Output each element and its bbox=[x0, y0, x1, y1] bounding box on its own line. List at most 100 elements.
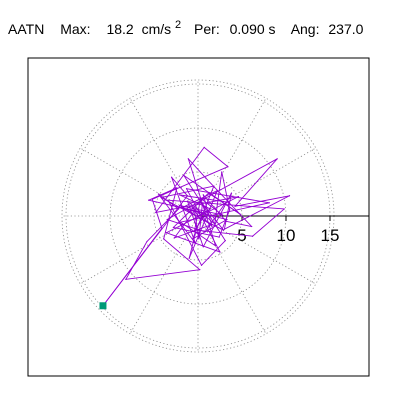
trace-segment-0-63 bbox=[155, 146, 205, 213]
trace-point-0-66 bbox=[165, 232, 167, 234]
trace-point-0-4 bbox=[204, 231, 206, 233]
trace-point-0-70 bbox=[179, 221, 181, 223]
chart-header: AATN Max: 18.2 cm/s 2 Per: 0.090 s Ang: … bbox=[8, 19, 364, 37]
trace-segment-0-46 bbox=[194, 212, 207, 232]
trace-segment-0-70 bbox=[179, 221, 217, 247]
trace-segment-0-8 bbox=[234, 195, 290, 207]
trace-segment-0-34 bbox=[160, 185, 215, 198]
period-value: 0.090 s bbox=[230, 21, 276, 37]
trace-segment-0-41 bbox=[173, 224, 212, 239]
trace-point-0-29 bbox=[188, 257, 190, 259]
trace-point-0-7 bbox=[276, 158, 278, 160]
station-code: AATN bbox=[8, 21, 44, 37]
trace-point-0-18 bbox=[172, 226, 174, 229]
trace-point-0-14 bbox=[214, 223, 216, 225]
trace-point-0-49 bbox=[176, 187, 178, 189]
trace-segment-0-57 bbox=[171, 176, 188, 197]
trace-point-0-62 bbox=[227, 166, 229, 168]
trace-segment-0-54 bbox=[157, 193, 180, 210]
trace-segment-0-50 bbox=[163, 238, 201, 271]
trace-point-0-68 bbox=[185, 188, 188, 190]
trace-segment-0-71 bbox=[187, 158, 217, 247]
trace-segment-0-72 bbox=[187, 158, 207, 179]
trace-point-0-34 bbox=[213, 185, 215, 187]
trace-point-0-41 bbox=[173, 237, 175, 239]
trace-point-0-12 bbox=[202, 246, 204, 248]
trace-point-0-9 bbox=[288, 195, 291, 197]
trace-segment-0-10 bbox=[223, 192, 232, 230]
trace-segment-0-26 bbox=[252, 208, 285, 237]
trace-point-0-54 bbox=[178, 208, 180, 210]
trace-point-0-1 bbox=[209, 208, 211, 210]
trace-point-0-6 bbox=[220, 189, 222, 191]
trace-point-0-60 bbox=[161, 227, 163, 229]
trace-point-0-76 bbox=[202, 194, 204, 196]
trace-point-0-32 bbox=[226, 218, 228, 221]
trace-segment-0-64 bbox=[155, 196, 239, 213]
trace-point-0-23 bbox=[200, 264, 203, 266]
trace-segment-0-6 bbox=[220, 158, 278, 191]
trace-point-0-64 bbox=[155, 211, 157, 214]
trace-point-0-48 bbox=[148, 199, 150, 201]
trace-segment-0-9 bbox=[223, 195, 290, 230]
trace-point-0-0 bbox=[197, 215, 199, 217]
trace-point-0-16 bbox=[229, 209, 231, 211]
trace-segment-0-22 bbox=[201, 240, 226, 266]
trace-segment-0-55 bbox=[157, 193, 196, 244]
trace-segment-0-28 bbox=[188, 229, 197, 259]
trace-segment-0-37 bbox=[201, 203, 224, 231]
trace-point-0-40 bbox=[193, 210, 196, 212]
radial-tick-label-10: 10 bbox=[277, 226, 296, 245]
trace-point-0-78 bbox=[191, 205, 193, 207]
trace-point-0-57 bbox=[171, 176, 173, 178]
max-label: Max: bbox=[60, 21, 90, 37]
trace-point-0-24 bbox=[167, 199, 169, 201]
trace-point-0-27 bbox=[251, 235, 254, 237]
trace-segment-0-69 bbox=[179, 202, 270, 223]
trace-point-0-74 bbox=[251, 225, 253, 228]
trace-segment-0-62 bbox=[203, 146, 229, 168]
trace-segment-0-59 bbox=[102, 227, 163, 307]
trace-segment-0-61 bbox=[151, 166, 229, 200]
trace-point-0-72 bbox=[187, 158, 189, 160]
angle-value: 237.0 bbox=[328, 21, 363, 37]
trace-segment-0-51 bbox=[125, 269, 201, 280]
trace-point-0-36 bbox=[208, 222, 211, 224]
trace-point-0-19 bbox=[207, 192, 210, 194]
plot-frame bbox=[27, 57, 370, 377]
trace-point-0-53 bbox=[146, 240, 148, 243]
trace-point-0-55 bbox=[157, 193, 159, 195]
trace-point-0-8 bbox=[234, 205, 236, 207]
grid-spoke-210 bbox=[80, 215, 199, 285]
radial-tick-label-15: 15 bbox=[321, 226, 340, 245]
trace-segment-0-15 bbox=[221, 171, 231, 211]
trace-point-0-43 bbox=[178, 204, 181, 207]
trace-point-0-56 bbox=[194, 242, 196, 244]
trace-segment-0-49 bbox=[163, 187, 178, 240]
trace-point-0-11 bbox=[230, 192, 233, 194]
trace-point-0-33 bbox=[192, 238, 194, 240]
trace-point-0-71 bbox=[215, 245, 217, 247]
trace-segment-0-25 bbox=[248, 205, 285, 210]
trace-point-0-39 bbox=[198, 238, 200, 240]
trace-point-0-26 bbox=[283, 208, 285, 210]
max-unit-exponent: 2 bbox=[175, 19, 181, 31]
trace-segment-0-74 bbox=[225, 220, 253, 228]
trace-point-0-67 bbox=[219, 251, 221, 253]
trace-point-0-69 bbox=[268, 202, 270, 204]
trace-point-0-17 bbox=[218, 236, 220, 238]
trace-point-0-13 bbox=[186, 200, 189, 202]
trace-segment-0-60 bbox=[151, 198, 163, 229]
trace-point-0-51 bbox=[199, 269, 201, 271]
trace-point-0-46 bbox=[193, 230, 196, 232]
trace-point-0-38 bbox=[201, 203, 203, 205]
trace-point-0-22 bbox=[224, 240, 226, 242]
trace-segment-0-68 bbox=[186, 188, 270, 204]
trace-point-0-47 bbox=[205, 212, 207, 214]
trace-point-0-3 bbox=[225, 201, 227, 203]
trace-point-0-42 bbox=[210, 224, 212, 226]
trace-segment-0-76 bbox=[202, 194, 213, 228]
trace-point-0-45 bbox=[200, 197, 202, 199]
trace-segment-0-65 bbox=[165, 196, 239, 234]
grid-spoke-150 bbox=[80, 147, 199, 217]
